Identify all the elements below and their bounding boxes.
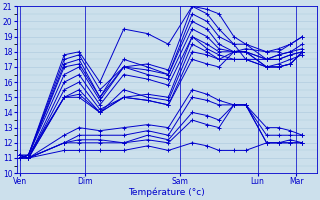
X-axis label: Température (°c): Température (°c)	[129, 188, 205, 197]
